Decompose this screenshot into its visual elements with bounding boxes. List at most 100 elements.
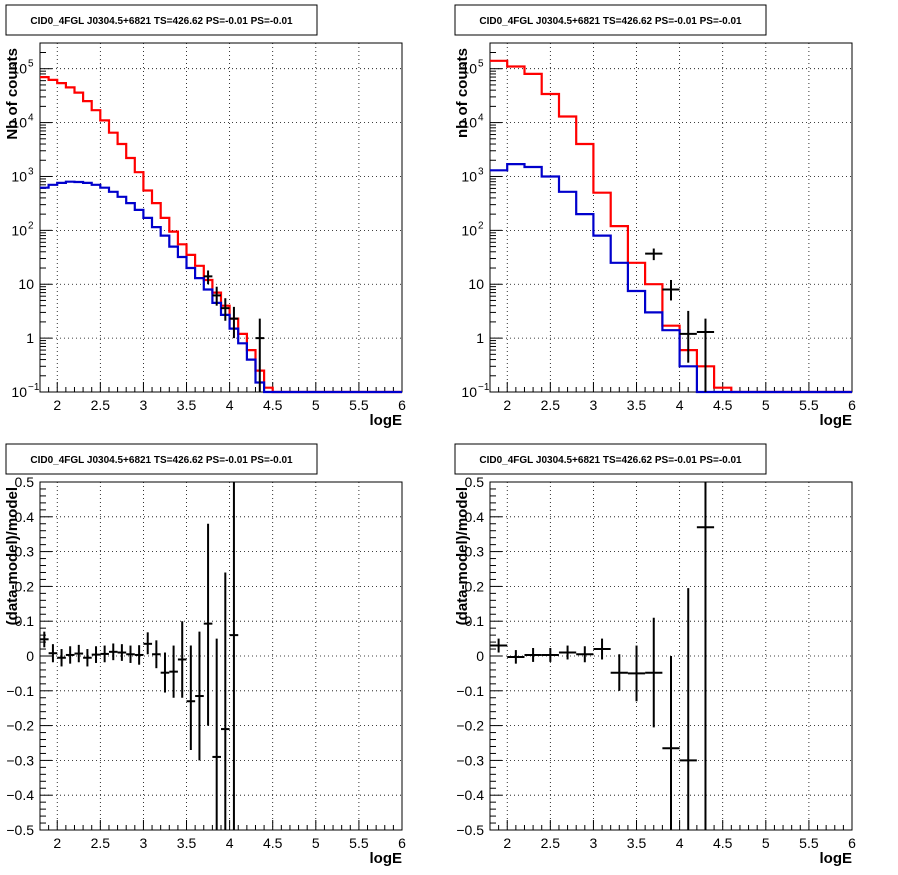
y-tick-exponent: 4 [28,113,34,124]
y-axis-label: (data-model)/model [4,487,21,625]
y-tick-exponent: 4 [478,113,484,124]
y-tick-label: 10 [461,115,477,131]
x-tick-label: 2.5 [541,835,561,851]
x-tick-label: 3.5 [177,397,197,413]
y-tick-exponent: 3 [28,166,34,177]
y-tick-label: −0.5 [6,822,34,838]
x-tick-label: 5.5 [799,397,819,413]
x-tick-label: 4 [226,835,234,851]
data-point [74,644,84,663]
chart-panel-1: CID0_4FGL J0304.5+6821 TS=426.62 PS=-0.0… [4,4,406,429]
x-tick-label: 3 [140,835,148,851]
data-point [57,649,66,667]
y-tick-label: 10 [461,168,477,184]
data-point [134,645,144,665]
x-tick-label: 5.5 [799,835,819,851]
data-point [229,482,239,830]
x-tick-label: 5 [312,397,320,413]
data-point [100,645,109,663]
data-point [662,279,680,301]
data-point [83,649,92,667]
data-point [212,638,221,830]
x-tick-label: 5 [312,835,320,851]
data-point [91,646,101,663]
y-tick-label: 0.4 [465,509,485,525]
data-point [662,656,680,830]
x-axis-label: logE [370,850,403,867]
x-tick-label: 3.5 [627,835,647,851]
x-tick-label: 4.5 [263,397,283,413]
x-tick-label: 6 [848,835,856,851]
chart-panel-3: CID0_4FGL J0304.5+6821 TS=426.62 PS=-0.0… [4,443,406,867]
data-point [541,647,559,662]
x-tick-label: 4 [226,397,234,413]
series-model_source [490,163,852,394]
y-axis-label: (data-model)/model [454,487,471,625]
x-tick-label: 4 [676,835,684,851]
y-axis-label: nb of counts [454,48,471,138]
data-point [696,318,715,392]
y-tick-label: −0.1 [456,683,484,699]
x-tick-label: 4.5 [713,397,733,413]
y-tick-label: 0.1 [465,613,485,629]
chart-title: CID0_4FGL J0304.5+6821 TS=426.62 PS=-0.0… [479,16,742,27]
x-tick-label: 4.5 [713,835,733,851]
x-tick-label: 2 [53,397,61,413]
y-tick-label: −0.1 [6,683,34,699]
y-tick-label: 10 [461,384,477,400]
x-tick-label: 5 [762,835,770,851]
data-point [160,652,170,693]
y-tick-exponent: 2 [28,220,34,231]
data-point [576,646,594,663]
data-point [679,588,697,830]
x-tick-label: 6 [398,397,406,413]
chart-panel-4: CID0_4FGL J0304.5+6821 TS=426.62 PS=-0.0… [454,443,856,867]
data-point [117,644,127,661]
data-point [203,523,213,726]
data-point [177,621,187,698]
x-tick-label: 3.5 [627,397,647,413]
data-point [169,645,178,698]
data-point [507,650,525,664]
data-point [696,482,715,830]
data-point [212,286,221,306]
data-point [627,645,646,702]
y-tick-exponent: 5 [28,59,34,70]
x-tick-label: 3 [590,835,598,851]
y-tick-label: 10 [11,168,27,184]
data-point [126,645,135,663]
data-point [108,643,118,661]
chart-title: CID0_4FGL J0304.5+6821 TS=426.62 PS=-0.0… [30,16,293,27]
x-tick-label: 5 [762,397,770,413]
y-tick-label: 0.3 [465,544,485,560]
data-point [48,644,58,663]
data-point [490,638,508,653]
chart-title: CID0_4FGL J0304.5+6821 TS=426.62 PS=-0.0… [479,455,742,466]
y-tick-exponent: 3 [478,166,484,177]
x-tick-label: 5.5 [349,835,369,851]
data-point [524,647,542,662]
y-tick-label: 0 [26,648,34,664]
y-tick-exponent: −1 [478,382,490,393]
chart-title-box [454,443,767,475]
y-tick-label: 0.4 [15,509,35,525]
chart-title: CID0_4FGL J0304.5+6821 TS=426.62 PS=-0.0… [30,455,293,466]
data-point [186,645,196,750]
chart-panel-2: CID0_4FGL J0304.5+6821 TS=426.62 PS=-0.0… [454,4,856,429]
x-tick-label: 3 [140,397,148,413]
x-tick-label: 2 [53,835,61,851]
data-point [65,646,75,664]
x-tick-label: 2 [503,835,511,851]
y-tick-label: −0.3 [6,752,34,768]
data-point [610,654,628,691]
data-point [195,631,204,761]
y-tick-label: 0.5 [465,474,485,490]
data-point [229,306,239,339]
y-tick-exponent: 2 [478,220,484,231]
data-point [593,638,611,660]
plot-frame [39,42,403,393]
y-tick-label: 10 [18,276,34,292]
y-tick-label: 0 [476,648,484,664]
series-model_total [490,59,852,394]
